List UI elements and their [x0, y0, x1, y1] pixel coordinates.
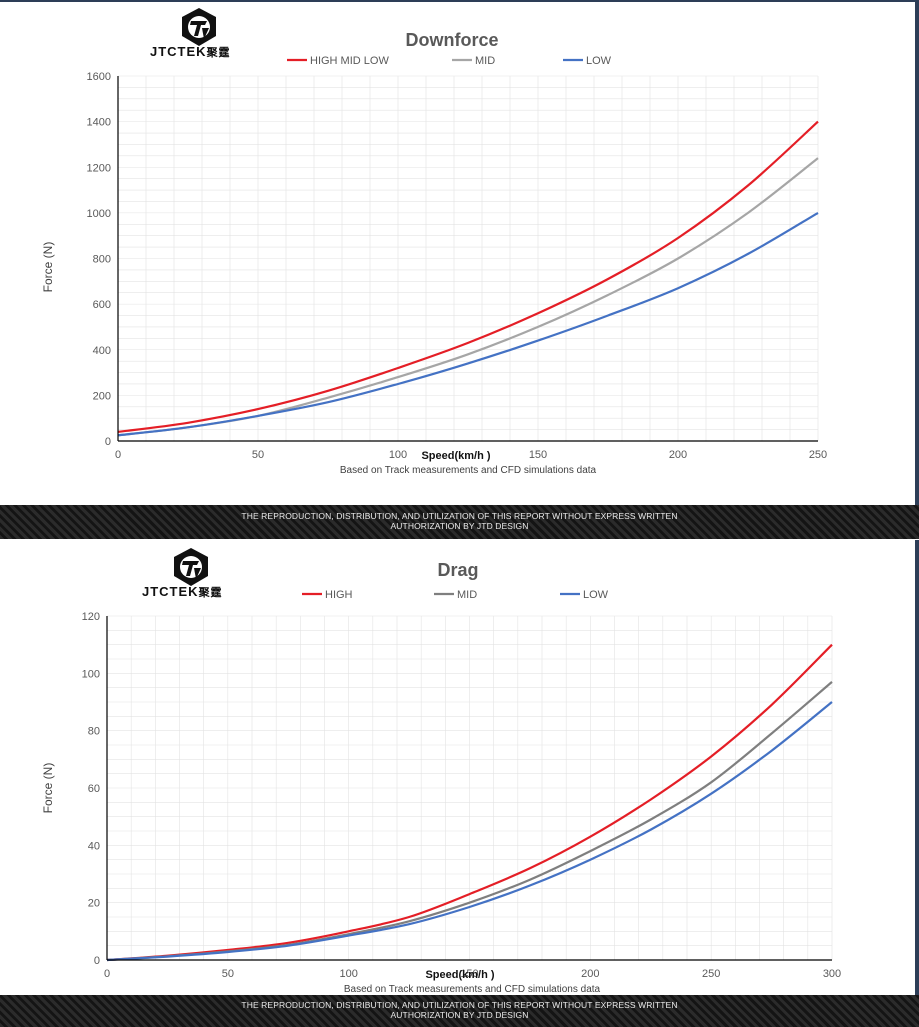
legend-label: LOW [586, 55, 612, 67]
banner-line-1: THE REPRODUCTION, DISTRIBUTION, AND UTIL… [241, 511, 678, 521]
axes: 0 20 40 60 80 100 120 0 50 100 150 200 250 300 [82, 611, 842, 980]
x-tick-label: 100 [389, 449, 407, 461]
y-tick-label: 1000 [87, 208, 111, 220]
x-tick-label: 0 [104, 968, 110, 980]
y-tick-label: 20 [88, 898, 100, 910]
data-source-note: Based on Track measurements and CFD simu… [340, 465, 597, 476]
page-edge [915, 540, 919, 995]
logo-emblem-icon [174, 548, 208, 586]
series-line-high [117, 120, 819, 433]
axes: 0 200 400 600 800 1000 1200 1400 1600 0 50 100 150 20… [87, 71, 828, 461]
x-tick-label: 250 [809, 449, 827, 461]
gridlines [106, 615, 833, 961]
y-tick-label: 0 [105, 436, 111, 448]
drag-chart: Drag HIGH MID LOW 0 20 40 60 80 100 120 0 50 100 150… [41, 560, 842, 995]
brand-wordmark: JTCTEK聚霆 [150, 44, 231, 59]
copyright-banner: THE REPRODUCTION, DISTRIBUTION, AND UTIL… [0, 995, 919, 1027]
y-tick-label: 120 [82, 611, 100, 623]
x-tick-label: 250 [702, 968, 720, 980]
chart-legend: HIGH MID LOW [302, 589, 609, 601]
x-tick-label: 0 [115, 449, 121, 461]
y-axis-label: Force (N) [41, 242, 55, 293]
brand-wordmark: JTCTEK聚霆 [142, 584, 223, 599]
y-tick-label: 1600 [87, 71, 111, 83]
banner-line-1: THE REPRODUCTION, DISTRIBUTION, AND UTIL… [241, 1000, 678, 1010]
x-tick-label: 100 [339, 968, 357, 980]
x-tick-label: 200 [581, 968, 599, 980]
x-axis-label: Speed(km/h ) [425, 969, 494, 981]
y-tick-label: 100 [82, 668, 100, 680]
y-tick-label: 60 [88, 783, 100, 795]
brand-logo: JTCTEK聚霆 [150, 6, 260, 59]
y-tick-label: 1200 [87, 162, 111, 174]
chart-legend: HIGH MID LOW MID LOW [287, 55, 612, 67]
y-tick-label: 200 [93, 390, 111, 402]
y-tick-label: 600 [93, 299, 111, 311]
series-line-mid [117, 157, 819, 437]
legend-label: MID [457, 589, 477, 601]
y-tick-label: 40 [88, 840, 100, 852]
x-tick-label: 150 [529, 449, 547, 461]
x-tick-label: 50 [222, 968, 234, 980]
data-source-note: Based on Track measurements and CFD simu… [344, 984, 601, 995]
y-tick-label: 0 [94, 955, 100, 967]
banner-line-2: AUTHORIZATION BY JTD DESIGN [390, 1010, 529, 1020]
logo-emblem-icon [182, 8, 216, 46]
chart-title: Downforce [405, 30, 498, 50]
y-axis-label: Force (N) [41, 763, 55, 814]
legend-label: HIGH [325, 589, 353, 601]
copyright-banner: THE REPRODUCTION, DISTRIBUTION, AND UTIL… [0, 505, 919, 539]
legend-label: MID [475, 55, 495, 67]
series-line-low [106, 701, 833, 962]
x-axis-label: Speed(km/h ) [421, 450, 490, 462]
series-group [117, 120, 819, 437]
series-line-low [117, 211, 819, 437]
chart-title: Drag [437, 560, 478, 580]
series-line-high [106, 643, 833, 962]
y-tick-label: 1400 [87, 117, 111, 129]
y-tick-label: 800 [93, 254, 111, 266]
brand-logo: JTCTEK聚霆 [142, 546, 252, 599]
gridlines [117, 75, 819, 442]
banner-line-2: AUTHORIZATION BY JTD DESIGN [390, 521, 529, 531]
series-group [106, 643, 833, 962]
legend-label: LOW [583, 589, 609, 601]
drag-panel: JTCTEK聚霆 Drag HIGH MID LOW 0 20 40 60 80 100 120… [0, 540, 919, 995]
x-tick-label: 200 [669, 449, 687, 461]
x-tick-label: 300 [823, 968, 841, 980]
x-tick-label: 150 [460, 968, 478, 980]
downforce-chart: Downforce HIGH MID LOW MID LOW 0 200 400 600 8… [41, 30, 828, 476]
page-edge [915, 0, 919, 505]
downforce-panel: JTCTEK聚霆 Downforce HIGH MID LOW MID LOW 0 2… [0, 0, 919, 505]
x-tick-label: 50 [252, 449, 264, 461]
y-tick-label: 400 [93, 345, 111, 357]
legend-label: HIGH MID LOW [310, 55, 389, 67]
y-tick-label: 80 [88, 726, 100, 738]
